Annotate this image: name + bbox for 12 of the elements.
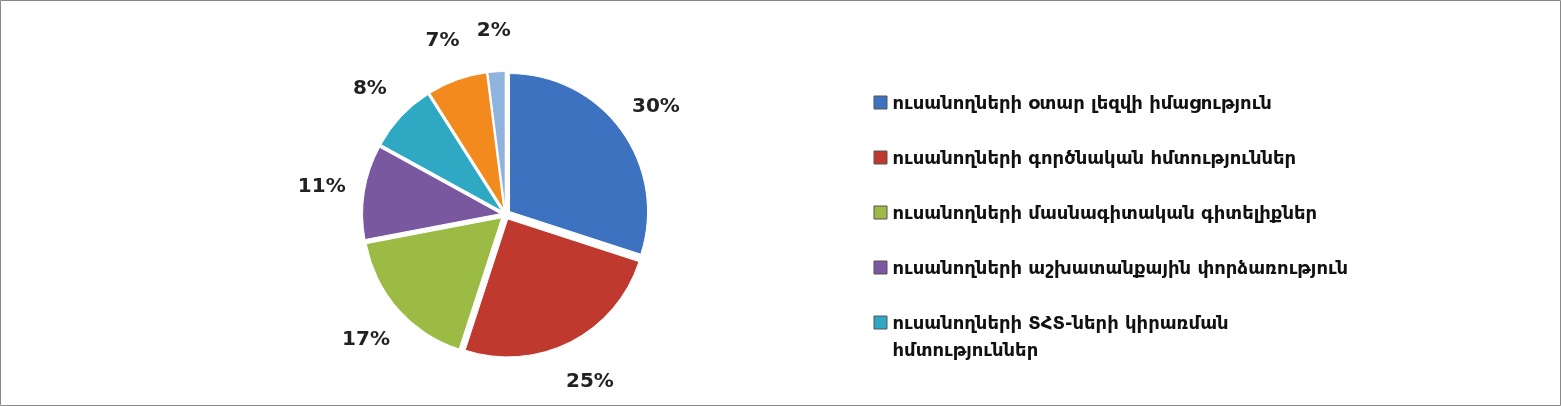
data-label: 2% xyxy=(476,16,511,41)
data-label: 8% xyxy=(352,75,387,100)
legend-label: ուսանողների աշխատանքային փորձառություն xyxy=(892,256,1349,278)
legend-label: ուսանողների օտար լեզվի իմացություն xyxy=(892,91,1272,113)
legend-label: ուսանողների ՏՀՏ-ների կիրառման հմտություններ xyxy=(892,311,1229,360)
legend-label: ուսանողների մասնագիտական գիտելիքներ xyxy=(892,201,1318,223)
data-label: 17% xyxy=(342,325,390,350)
data-label: 30% xyxy=(632,93,680,118)
data-label: 11% xyxy=(297,173,346,198)
legend-label: ուսանողների գործնական հմտություններ xyxy=(892,146,1297,168)
data-label: 7% xyxy=(425,27,460,52)
data-label: 25% xyxy=(566,368,614,393)
